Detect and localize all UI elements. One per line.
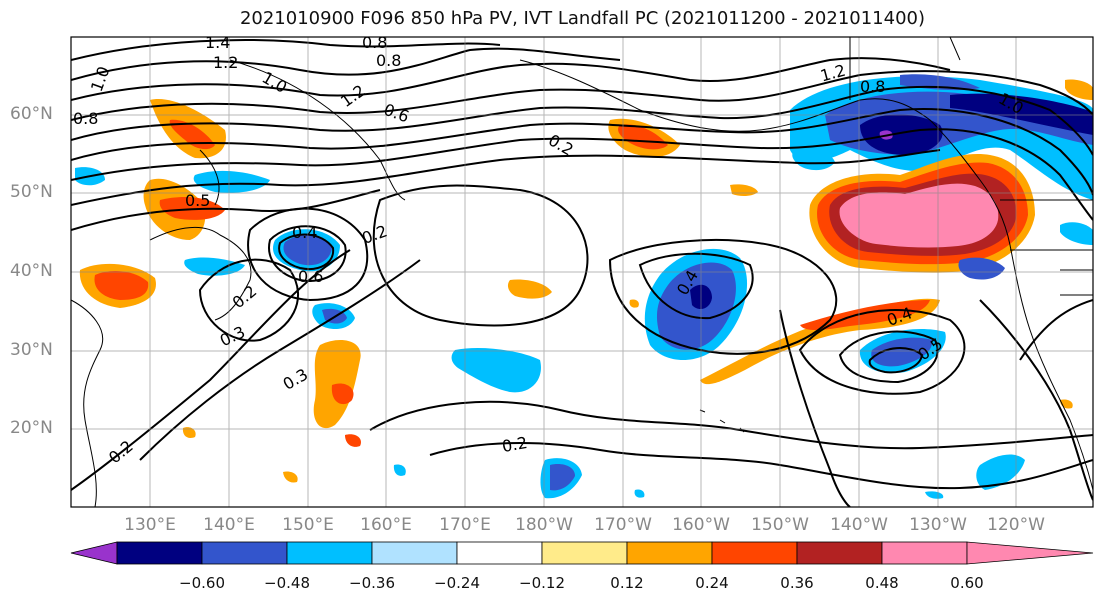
colorbar-tick-label: −0.36 xyxy=(349,574,395,592)
pc-filled-contours xyxy=(75,74,1093,499)
contour-label: 0.8 xyxy=(362,33,387,52)
lon-label: 130°E xyxy=(124,515,176,535)
lat-label: 40°N xyxy=(10,261,53,281)
lat-label: 60°N xyxy=(10,104,53,124)
colorbar-tick-label: −0.48 xyxy=(264,574,310,592)
contour-label: 0.8 xyxy=(860,77,885,96)
colorbar-tick-label: 0.12 xyxy=(610,574,644,592)
contour-label: 0.6 xyxy=(298,267,323,286)
colorbar xyxy=(70,541,1094,565)
map-title: 2021010900 F096 850 hPa PV, IVT Landfall… xyxy=(239,8,926,29)
map-frame xyxy=(70,36,1094,508)
lon-label: 130°W xyxy=(909,515,967,535)
colorbar-segment xyxy=(371,541,458,565)
colorbar-extend-high xyxy=(966,541,1094,565)
graticule xyxy=(71,37,1093,507)
lon-label: 150°E xyxy=(282,515,334,535)
contour-label: 1.2 xyxy=(213,53,238,72)
colorbar-tick-label: 0.24 xyxy=(695,574,729,592)
colorbar-segment xyxy=(456,541,543,565)
pv-contour-lines xyxy=(71,39,1093,507)
lon-label: 170°E xyxy=(439,515,491,535)
colorbar-tick-label: −0.24 xyxy=(434,574,480,592)
lon-label: 180°W xyxy=(515,515,573,535)
lat-label: 20°N xyxy=(10,418,53,438)
lon-label: 120°W xyxy=(987,515,1045,535)
colorbar-tick-label: 0.60 xyxy=(950,574,984,592)
colorbar-segment xyxy=(796,541,883,565)
colorbar-segment xyxy=(881,541,968,565)
contour-label: 0.2 xyxy=(500,433,528,456)
lon-label: 150°W xyxy=(751,515,809,535)
contour-label: 0.8 xyxy=(376,51,401,70)
lon-label: 160°W xyxy=(672,515,730,535)
colorbar-tick-label: 0.48 xyxy=(865,574,899,592)
contour-label: 0.8 xyxy=(73,109,98,128)
colorbar-segment xyxy=(711,541,798,565)
lon-label: 170°W xyxy=(594,515,652,535)
coastlines xyxy=(71,37,1093,507)
lon-label: 160°E xyxy=(360,515,412,535)
colorbar-extend-low xyxy=(70,541,118,565)
contour-label: 0.4 xyxy=(292,223,317,242)
colorbar-segment xyxy=(541,541,628,565)
colorbar-tick-label: 0.36 xyxy=(780,574,814,592)
contour-label: 0.5 xyxy=(185,191,210,210)
lat-label: 30°N xyxy=(10,340,53,360)
lon-label: 140°W xyxy=(830,515,888,535)
colorbar-segment xyxy=(626,541,713,565)
colorbar-segment xyxy=(201,541,288,565)
lon-label: 140°E xyxy=(203,515,255,535)
colorbar-segment xyxy=(286,541,373,565)
colorbar-segment xyxy=(116,541,203,565)
lat-label: 50°N xyxy=(10,182,53,202)
colorbar-tick-label: −0.12 xyxy=(519,574,565,592)
neg-region-gulf-alaska-core xyxy=(860,114,943,155)
contour-label: 1.4 xyxy=(205,33,230,52)
colorbar-tick-label: −0.60 xyxy=(179,574,225,592)
